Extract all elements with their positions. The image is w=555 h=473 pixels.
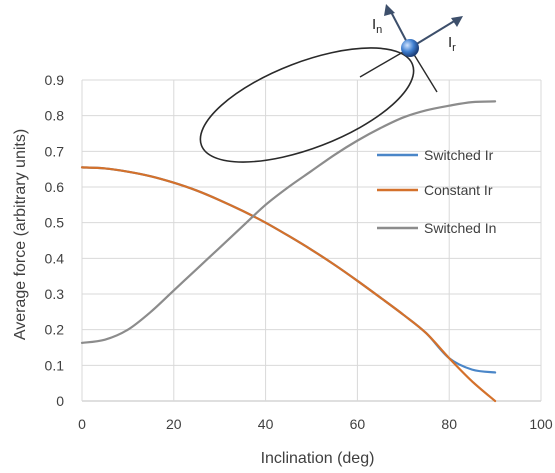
y-tick-label: 0.4: [45, 250, 65, 266]
y-tick-label: 0.7: [45, 143, 65, 159]
y-tick-label: 0.1: [45, 357, 65, 373]
y-tick-label: 0.3: [45, 286, 65, 302]
x-tick-label: 100: [529, 416, 553, 432]
grid-lines: [81, 79, 542, 402]
legend-label: Switched In: [424, 220, 496, 236]
normal-arrowhead-icon: [384, 4, 395, 16]
orbit-inset-diagram: In Ir: [199, 4, 463, 163]
y-tick-label: 0.6: [45, 179, 65, 195]
y-tick-label: 0.9: [45, 72, 65, 88]
legend-label: Constant Ir: [424, 182, 493, 198]
y-tick-label: 0.2: [45, 322, 65, 338]
x-tick-label: 40: [258, 416, 274, 432]
x-axis-title: Inclination (deg): [261, 450, 375, 467]
y-tick-label: 0.5: [45, 215, 65, 231]
x-tick-label: 0: [78, 416, 86, 432]
x-tick-labels: 0 20 40 60 80 100: [78, 416, 553, 432]
x-tick-label: 60: [350, 416, 366, 432]
legend-label: Switched Ir: [424, 147, 494, 163]
y-tick-label: 0.8: [45, 108, 65, 124]
orbit-ellipse: [199, 47, 415, 163]
legend: Switched Ir Constant Ir Switched In: [377, 147, 496, 236]
radial-arrowhead-icon: [451, 16, 463, 27]
series-line-constant-ir: [80, 166, 497, 403]
radial-thrust-label: Ir: [448, 34, 456, 54]
spacecraft-sphere-icon: [401, 39, 419, 57]
x-tick-label: 80: [441, 416, 457, 432]
normal-thrust-label: In: [372, 16, 382, 36]
series-line-switched-in: [80, 100, 497, 344]
x-tick-label: 20: [166, 416, 182, 432]
y-axis-title: Average force (arbitrary units): [12, 129, 29, 340]
series-lines: [80, 100, 497, 403]
orbit-tangent-line: [359, 47, 411, 78]
y-tick-label: 0: [56, 393, 64, 409]
y-tick-labels: 0 0.1 0.2 0.3 0.4 0.5 0.6 0.7 0.8 0.9: [45, 72, 65, 409]
